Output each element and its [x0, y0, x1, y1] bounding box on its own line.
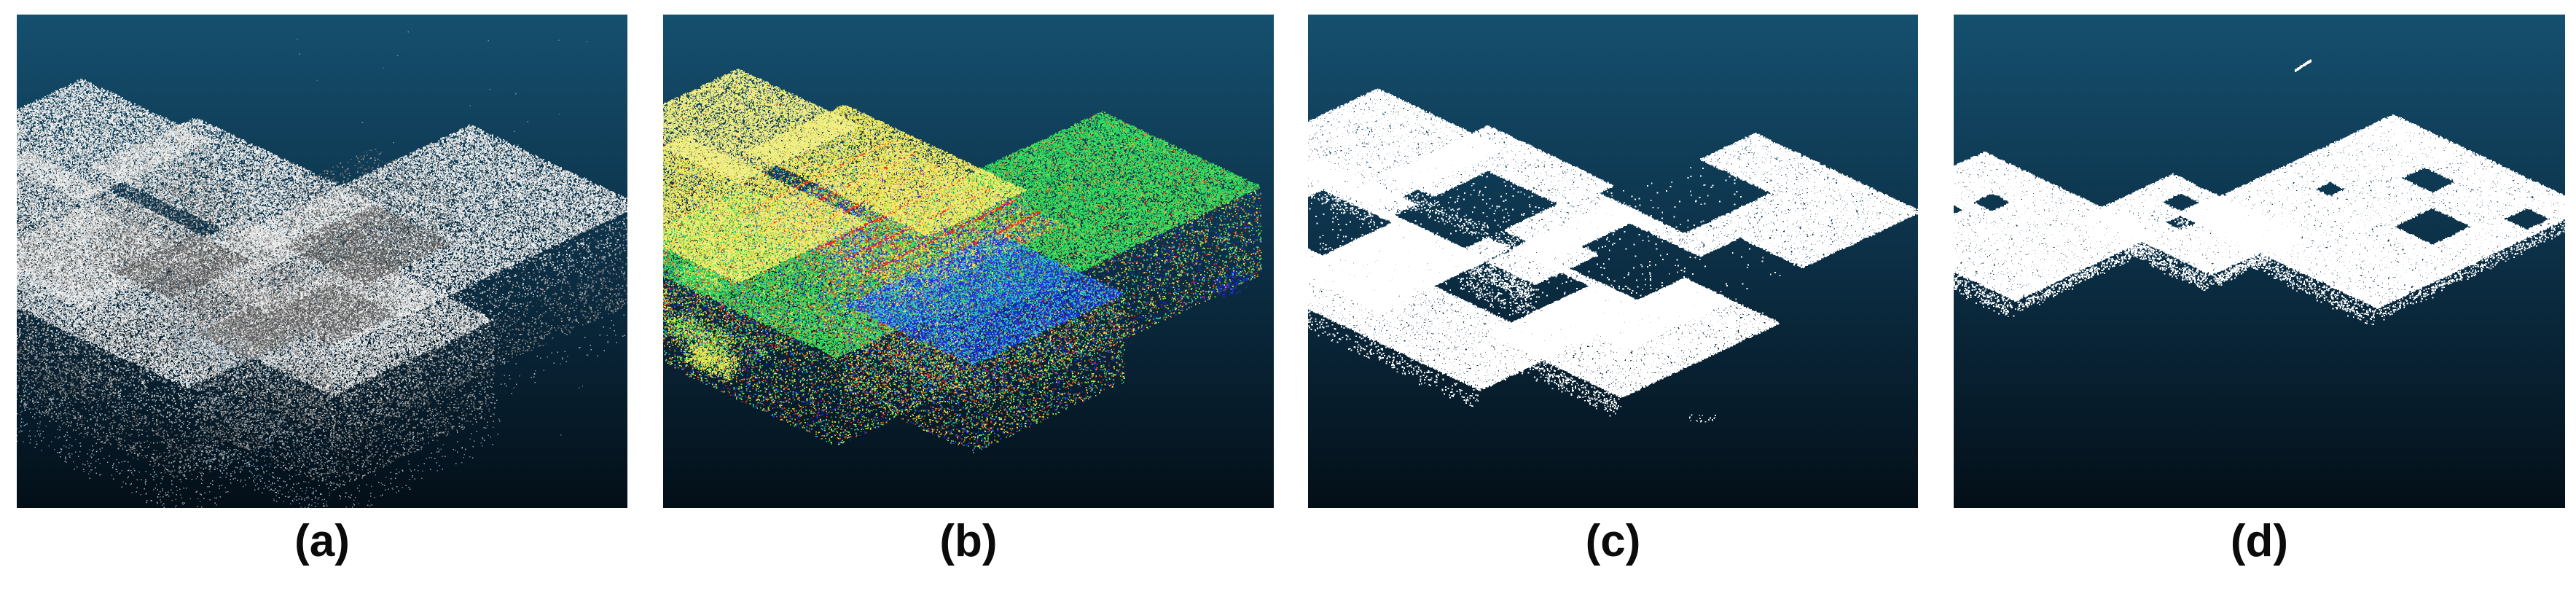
panel-b-caption: (b) [663, 519, 1274, 564]
point-cloud-render-a [17, 15, 627, 508]
panel-b-viewport [663, 15, 1274, 508]
panel-a-caption: (a) [17, 519, 627, 564]
panel-c-viewport [1308, 15, 1918, 508]
point-cloud-render-d [1954, 15, 2565, 508]
point-cloud-render-c [1308, 15, 1918, 508]
panel-d-caption: (d) [1954, 519, 2565, 564]
panel-c-caption: (c) [1308, 519, 1918, 564]
panel-a-viewport [17, 15, 627, 508]
panel-d-viewport [1954, 15, 2565, 508]
point-cloud-render-b [663, 15, 1274, 508]
